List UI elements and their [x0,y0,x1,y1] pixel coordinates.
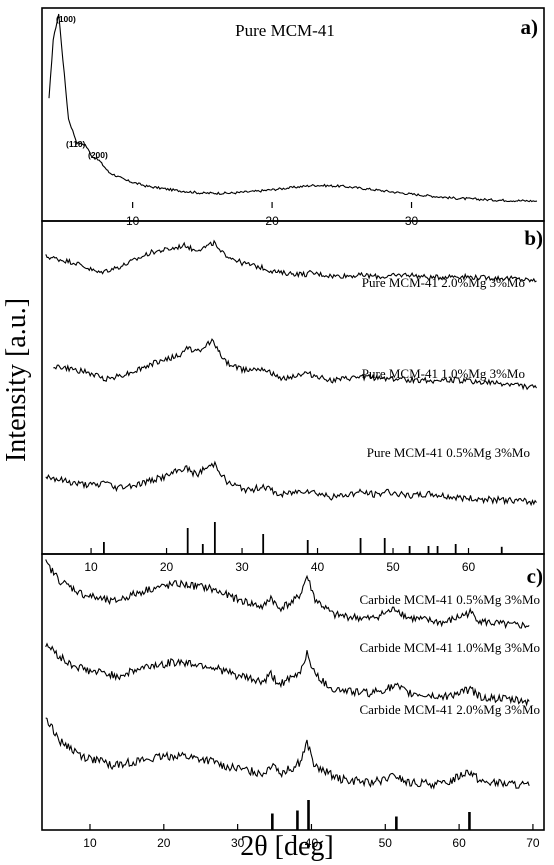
series-line [45,239,537,283]
x-tick-label: 50 [386,560,400,574]
series-label: Pure MCM-41 1.0%Mg 3%Mo [362,366,525,381]
x-tick-label: 40 [305,836,319,850]
panel-a-plot: 10 20 30(100)(110)(200) [48,13,538,228]
x-tick-label: 10 [84,560,98,574]
panel-c-label: c) [527,564,543,588]
series-line [45,642,530,707]
x-tick-label: 50 [379,836,393,850]
x-tick-label: 30 [231,836,245,850]
series-label: Carbide MCM-41 2.0%Mg 3%Mo [359,702,540,717]
panel-b-plot: 10 20 30 40 50 60 Pure MCM-41 2.0%Mg 3%Mo Pure … [45,239,537,574]
panel-b-frame [41,220,545,555]
panel-b: b) 10 20 30 40 50 60 Pure MCM-41 2.0%Mg 3%Mo Pu… [41,220,545,574]
series-label: Pure MCM-41 2.0%Mg 3%Mo [362,275,525,290]
x-tick-label: 60 [452,836,466,850]
series-line [48,13,538,203]
series-line [45,717,530,790]
x-tick-label: 70 [526,836,540,850]
series-label: Carbide MCM-41 0.5%Mg 3%Mo [359,592,540,607]
series-line [53,338,537,391]
series-line [45,460,537,507]
panel-c-frame [41,553,545,831]
panel-a: Pure MCM-41 a) 10 20 30(100)(110)(200) [41,7,545,228]
x-tick-label: 20 [160,560,174,574]
peak-annotation: (100) [56,14,76,24]
series-line [45,559,530,630]
peak-annotation: (200) [88,150,108,160]
series-label: Carbide MCM-41 1.0%Mg 3%Mo [359,640,540,655]
peak-annotation: (110) [66,139,86,149]
panel-c: c) 10 20 30 40 50 60 70 Carbide MCM-41 0.5%Mg 3… [41,553,545,850]
x-tick-label: 60 [462,560,476,574]
panel-a-label: a) [521,15,539,39]
panel-c-plot: 10 20 30 40 50 60 70 Carbide MCM-41 0.5%Mg 3%Mo… [45,559,540,850]
x-axis-label: 2θ [deg] [240,831,334,862]
x-tick-label: 30 [235,560,249,574]
x-tick-label: 40 [311,560,325,574]
series-label: Pure MCM-41 0.5%Mg 3%Mo [367,445,530,460]
y-axis-label: Intensity [a.u.] [1,298,32,462]
panel-a-title: Pure MCM-41 [235,21,335,40]
panel-b-label: b) [524,226,543,250]
x-tick-label: 10 [83,836,97,850]
x-tick-label: 20 [157,836,171,850]
